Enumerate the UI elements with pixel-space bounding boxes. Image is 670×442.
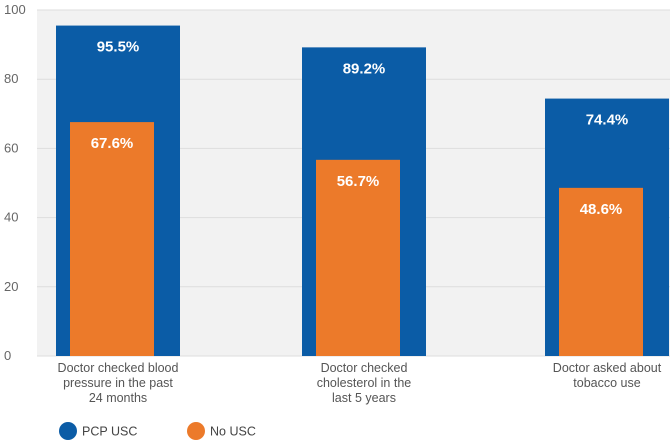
data-label-no-usc: 56.7%: [337, 173, 380, 190]
x-tick-label: Doctor checked cholesterol in the last 5 y…: [317, 361, 412, 405]
x-tick-label-line: cholesterol in the: [317, 376, 412, 390]
bar-no-usc: [316, 159, 400, 356]
data-label-no-usc: 48.6%: [580, 201, 623, 218]
data-label-pcp-usc: 74.4%: [586, 112, 629, 129]
bars: [56, 25, 669, 357]
y-tick-label: 60: [4, 140, 18, 155]
data-labels: 95.5% 67.6% 89.2% 56.7% 74.4% 48.6%: [91, 39, 629, 218]
x-axis: Doctor checked blood pressure in the past…: [58, 361, 662, 405]
x-tick-label: Doctor asked about tobacco use: [553, 361, 662, 390]
data-label-pcp-usc: 89.2%: [343, 60, 386, 77]
legend-label: PCP USC: [82, 425, 137, 439]
bar-no-usc: [70, 122, 154, 356]
legend-label: No USC: [210, 425, 256, 439]
y-tick-label: 20: [4, 279, 18, 294]
x-tick-label-line: Doctor asked about: [553, 361, 662, 375]
x-tick-label-line: Doctor checked blood: [58, 361, 179, 375]
legend: PCP USC No USC: [59, 422, 256, 440]
legend-marker: [187, 422, 205, 440]
bar-no-usc: [559, 187, 643, 356]
x-tick-label-line: last 5 years: [332, 391, 396, 405]
data-label-pcp-usc: 95.5%: [97, 39, 140, 56]
y-axis: 0 20 40 60 80 100: [4, 2, 26, 363]
x-tick-label: Doctor checked blood pressure in the past…: [58, 361, 179, 405]
y-tick-label: 40: [4, 210, 18, 225]
x-tick-label-line: 24 months: [89, 391, 147, 405]
y-tick-label: 0: [4, 348, 11, 363]
x-tick-label-line: Doctor checked: [321, 361, 408, 375]
x-tick-label-line: pressure in the past: [63, 376, 173, 390]
legend-marker: [59, 422, 77, 440]
data-label-no-usc: 67.6%: [91, 135, 134, 152]
y-tick-label: 100: [4, 2, 26, 17]
y-tick-label: 80: [4, 71, 18, 86]
x-tick-label-line: tobacco use: [573, 376, 640, 390]
